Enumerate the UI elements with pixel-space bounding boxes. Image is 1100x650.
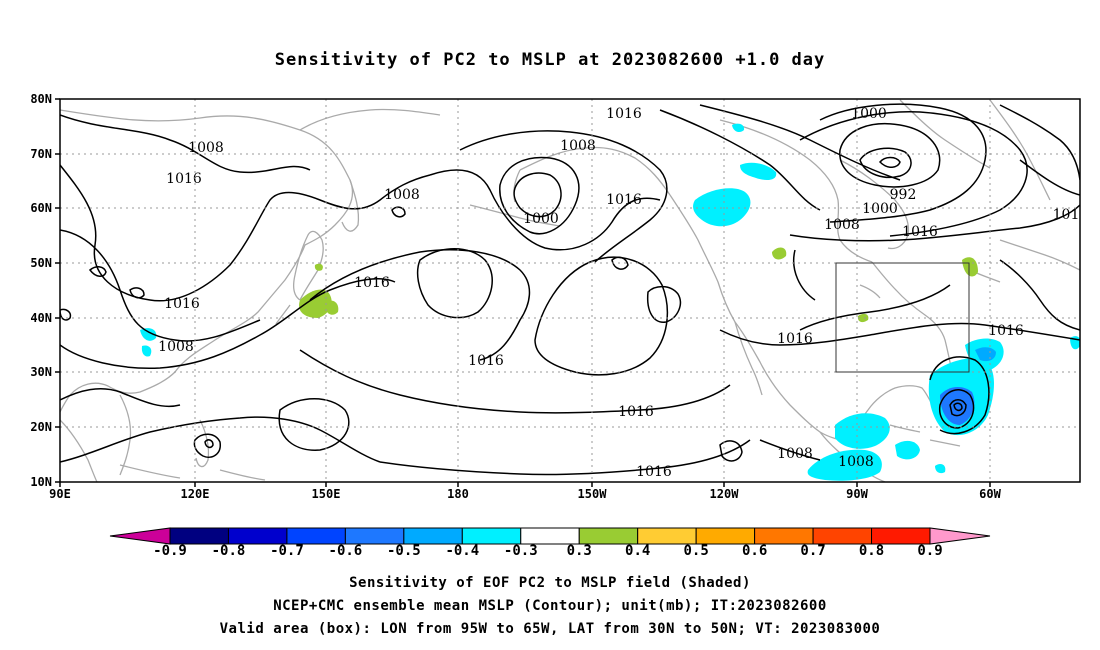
colorbar-box [403, 527, 463, 545]
colorbar-label: -0.5 [386, 543, 421, 559]
colorbar-box [520, 527, 580, 545]
colorbar-box [461, 527, 522, 545]
contour-label: 1008 [560, 138, 596, 154]
contour-label: 1008 [838, 454, 874, 470]
shade-patch [141, 345, 152, 357]
contour-label: 1016 [988, 323, 1024, 339]
lon-label: 120E [180, 487, 210, 501]
contour-label: 1016 [164, 296, 200, 312]
contour-label: 1000 [862, 201, 898, 217]
lat-label: 30N [30, 365, 52, 379]
colorbar [109, 527, 991, 545]
colorbar-label: -0.8 [211, 543, 246, 559]
lat-label: 80N [30, 92, 52, 106]
colorbar-box [169, 527, 229, 545]
contour-label: 1016 [606, 192, 642, 208]
colorbar-label: -0.9 [153, 543, 187, 559]
contour-label: 1016 [166, 171, 202, 187]
colorbar-label: -0.3 [503, 543, 538, 559]
colorbar-label: 0.7 [800, 543, 826, 559]
shade-patch [935, 464, 946, 474]
contour-label: 1016 [618, 404, 654, 420]
colorbar-label: -0.4 [445, 543, 480, 559]
sensitivity-shading [140, 123, 1080, 481]
axis-ticks [55, 98, 991, 487]
colorbar-label: 0.5 [683, 543, 709, 559]
contour-label: 1016 [636, 464, 672, 480]
caption-line-1: Sensitivity of EOF PC2 to MSLP field (Sh… [349, 575, 751, 591]
shade-patch [895, 440, 920, 460]
lon-label: 150E [311, 487, 341, 501]
colorbar-low-triangle [109, 527, 171, 545]
contour-label: 1016 [777, 331, 813, 347]
coastlines [60, 99, 1080, 482]
valid-area-box [835, 262, 970, 373]
shade-patch [314, 263, 323, 271]
colorbar-label: 0.3 [566, 543, 592, 559]
shade-patch [324, 300, 339, 315]
lat-label: 40N [30, 311, 52, 325]
contour-label: 1016 [902, 224, 938, 240]
lon-label: 180 [447, 487, 469, 501]
colorbar-label: 0.4 [625, 543, 651, 559]
contour-label: 1008 [384, 187, 420, 203]
shade-patch [940, 386, 975, 425]
map-frame [59, 98, 1081, 483]
shade-patch [693, 188, 751, 227]
mslp-contours [60, 103, 1080, 476]
contour-label: 1008 [824, 217, 860, 233]
colorbar-box [578, 527, 639, 545]
colorbar-high-triangle [929, 527, 991, 545]
lat-label: 60N [30, 201, 52, 215]
lat-label: 20N [30, 420, 52, 434]
contour-labels: 1016 1000 1008 1008 1016 1008 992 1000 1… [158, 106, 1079, 480]
lon-label: 120W [709, 487, 739, 501]
contour-label: 1000 [523, 211, 559, 227]
colorbar-box [344, 527, 405, 545]
shade-patch [975, 347, 996, 362]
contour-label: 1016 [354, 275, 390, 291]
colorbar-box [637, 527, 697, 545]
lon-label: 60W [979, 487, 1001, 501]
contour-label: 1016 [606, 106, 642, 122]
shade-patch [140, 328, 157, 341]
shade-patch [732, 123, 745, 133]
colorbar-label: -0.7 [270, 543, 304, 559]
shade-patch [857, 313, 869, 323]
gridlines [60, 99, 1080, 482]
colorbar-box [871, 527, 931, 545]
contour-label: 1016 [468, 353, 504, 369]
lon-label: 150W [577, 487, 607, 501]
lat-label: 50N [30, 256, 52, 270]
shade-patch [962, 257, 978, 277]
lat-label: 10N [30, 475, 52, 489]
contour-label: 1008 [158, 339, 194, 355]
colorbar-box [227, 527, 288, 545]
contour-label: 1008 [777, 446, 813, 462]
lon-label: 90E [49, 487, 71, 501]
colorbar-label: 0.6 [741, 543, 768, 559]
colorbar-box [812, 527, 873, 545]
colorbar-label: -0.6 [328, 543, 363, 559]
lat-label: 70N [30, 147, 52, 161]
shade-patch [835, 413, 890, 449]
contour-label: 1000 [851, 106, 887, 122]
shade-patch [772, 247, 787, 260]
lon-label: 90W [846, 487, 868, 501]
caption-line-2: NCEP+CMC ensemble mean MSLP (Contour); u… [273, 598, 827, 614]
contour-label: 992 [890, 187, 917, 203]
caption-line-3: Valid area (box): LON from 95W to 65W, L… [219, 621, 881, 637]
shade-patch [807, 449, 882, 481]
colorbar-label: 0.8 [858, 543, 885, 559]
colorbar-box [286, 527, 346, 545]
colorbar-box [754, 527, 814, 545]
shade-patch [740, 162, 777, 180]
contour-label: 1008 [188, 140, 224, 156]
chart-title: Sensitivity of PC2 to MSLP at 2023082600… [274, 50, 826, 70]
contour-label: 101 [1053, 207, 1080, 223]
shade-patch [299, 289, 332, 318]
colorbar-label: 0.9 [917, 543, 943, 559]
colorbar-box [695, 527, 756, 545]
